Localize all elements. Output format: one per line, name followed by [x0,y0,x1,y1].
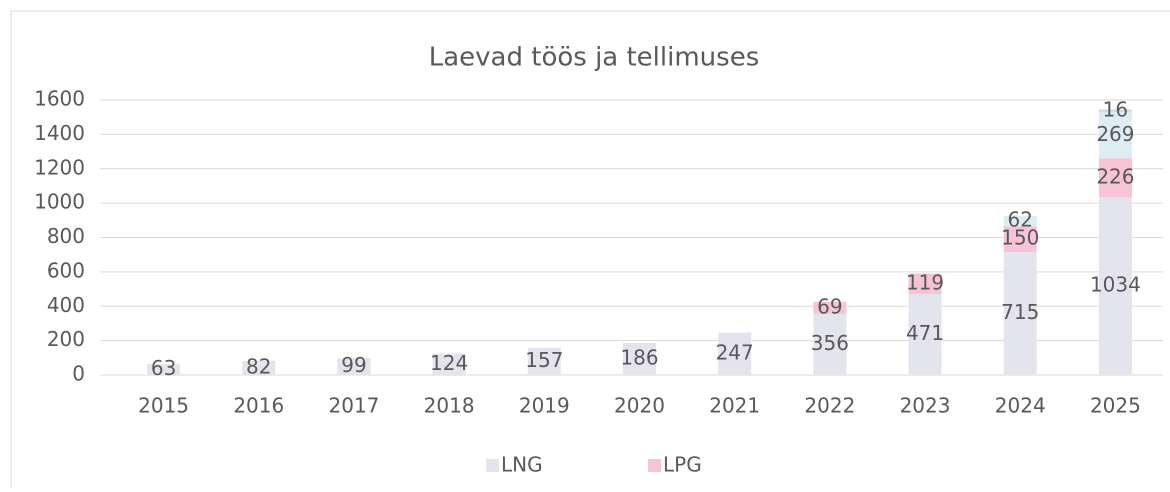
data-label: 1034 [1090,273,1141,297]
y-tick-label: 1200 [34,155,85,179]
bar-segment [908,273,942,295]
data-label: 157 [525,348,563,372]
chart-title: Laevad töös ja tellimuses [429,43,760,73]
bar-segment [718,332,752,375]
x-tick-label: 2023 [900,394,951,418]
x-tick-label: 2017 [329,394,380,418]
bar-segment [908,294,942,375]
y-tick-label: 400 [47,293,85,317]
x-tick-label: 2021 [709,394,760,418]
x-tick-label: 2025 [1090,394,1141,418]
bar-segment [813,301,847,314]
bar-segment [1098,112,1132,159]
bar-segment [1098,158,1132,198]
data-label: 119 [906,270,944,294]
y-tick-label: 1600 [34,87,85,111]
data-label: 69 [817,294,842,318]
x-tick-label: 2019 [519,394,570,418]
x-tick-label: 2024 [995,394,1046,418]
data-label: 63 [151,356,176,380]
data-label: 16 [1103,97,1128,121]
x-tick-label: 2018 [424,394,475,418]
data-label: 226 [1096,164,1134,188]
y-tick-label: 0 [72,362,85,386]
legend-label: LNG [501,453,543,477]
data-label: 99 [341,353,366,377]
x-tick-label: 2020 [614,394,665,418]
bar-segment [527,348,561,375]
data-label: 471 [906,321,944,345]
data-label: 356 [811,331,849,355]
legend-swatch [486,459,499,472]
bar-segment [242,360,276,375]
data-label: 62 [1008,208,1033,232]
y-tick-label: 800 [47,224,85,248]
y-tick-label: 1000 [34,190,85,214]
y-tick-label: 200 [47,327,85,351]
data-label: 269 [1096,122,1134,146]
bar-segment [813,313,847,375]
bar-segment [1098,197,1132,375]
y-tick-label: 1400 [34,121,85,145]
legend-label: LPG [663,453,702,477]
bar-segment [432,353,466,375]
bar-segment [147,364,181,375]
bar-segment [337,357,371,375]
bar-segment [623,343,656,375]
data-label: 124 [430,351,468,375]
bar-segment [1003,226,1037,253]
data-label: 715 [1001,300,1039,324]
data-label: 150 [1001,226,1039,250]
data-label: 82 [246,354,271,378]
bar-segment [1003,252,1037,375]
data-label: 247 [716,340,754,364]
legend-swatch [648,459,661,472]
chart-border [10,10,1170,492]
x-tick-label: 2022 [804,394,855,418]
bar-segment [1003,215,1037,227]
data-label: 186 [620,346,658,370]
x-tick-label: 2016 [233,394,284,418]
y-tick-label: 600 [47,258,85,282]
x-tick-label: 2015 [138,394,189,418]
bar-segment [1098,109,1132,113]
